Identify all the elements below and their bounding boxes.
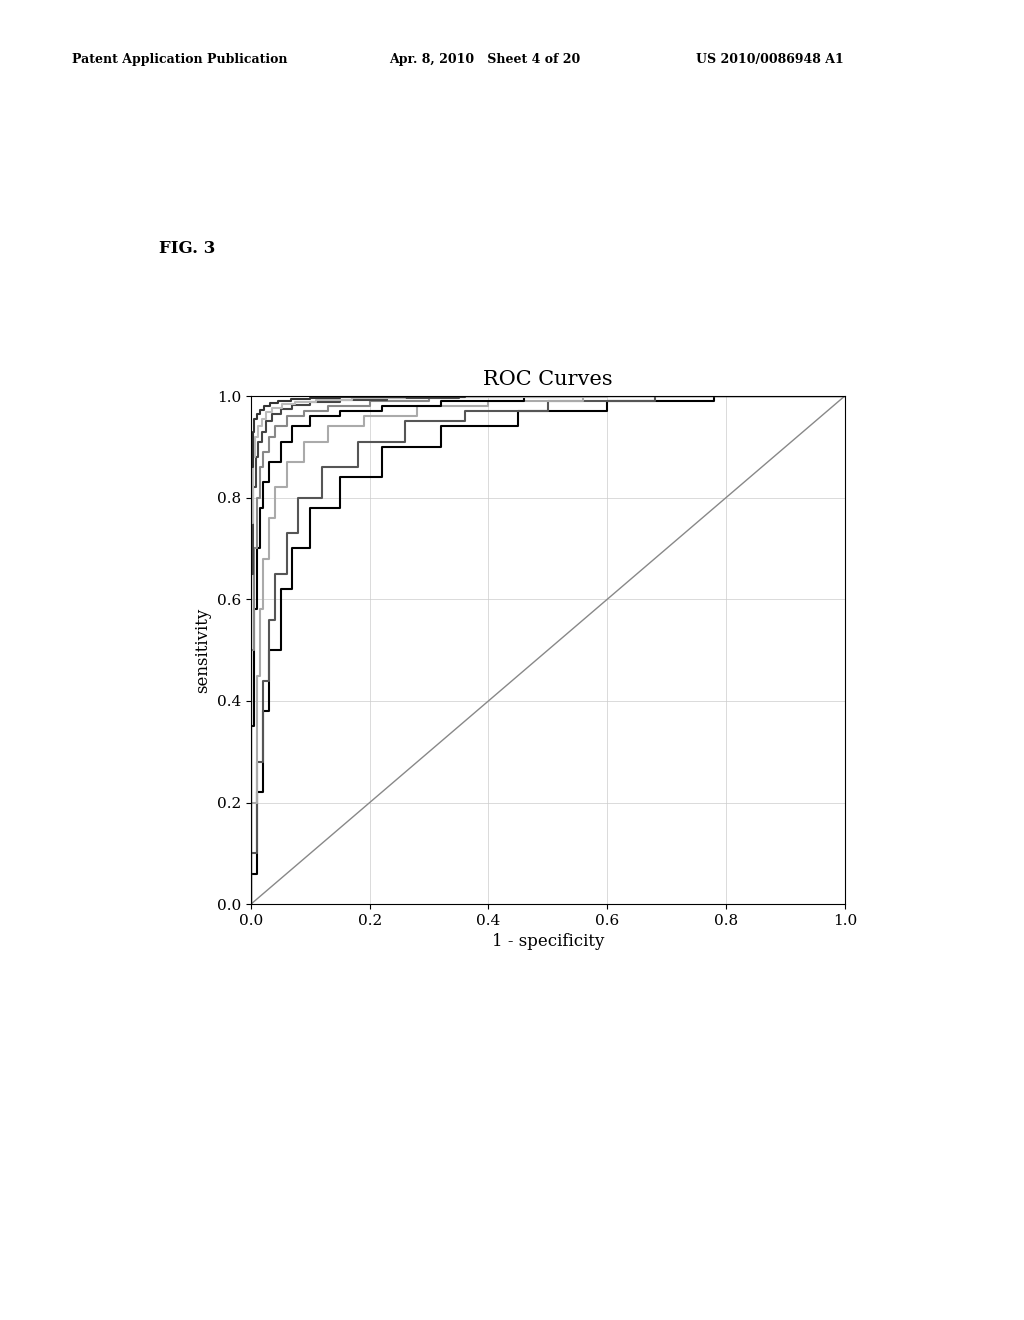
X-axis label: 1 - specificity: 1 - specificity bbox=[492, 933, 604, 950]
Text: FIG. 3: FIG. 3 bbox=[159, 240, 215, 257]
Text: Apr. 8, 2010   Sheet 4 of 20: Apr. 8, 2010 Sheet 4 of 20 bbox=[389, 53, 581, 66]
Text: US 2010/0086948 A1: US 2010/0086948 A1 bbox=[696, 53, 844, 66]
Y-axis label: sensitivity: sensitivity bbox=[195, 607, 211, 693]
Title: ROC Curves: ROC Curves bbox=[483, 370, 612, 389]
Text: Patent Application Publication: Patent Application Publication bbox=[72, 53, 287, 66]
